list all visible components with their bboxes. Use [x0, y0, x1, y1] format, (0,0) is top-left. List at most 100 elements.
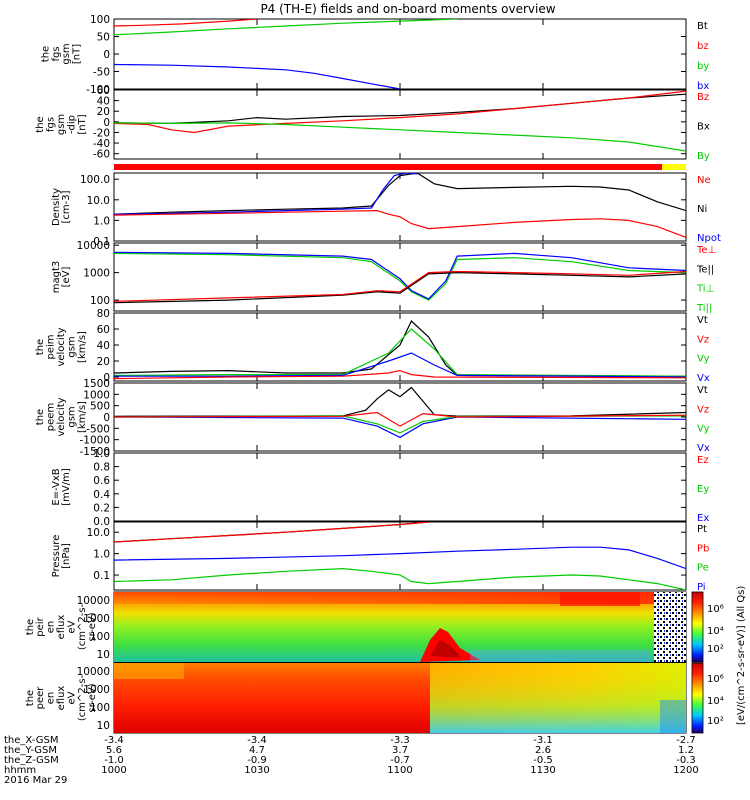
- footer-value: 5.6: [106, 745, 122, 756]
- y-axis-label: gsm: [56, 114, 67, 135]
- footer-value: -0.5: [533, 755, 553, 766]
- y-tick-label: 1500: [83, 378, 110, 390]
- legend-entry: Vy: [697, 424, 710, 435]
- footer-row-label: the_Y-GSM: [4, 745, 57, 756]
- y-axis-label: [km/s]: [77, 401, 88, 433]
- colorbar-tick: 10⁶: [707, 674, 724, 685]
- y-axis-label: sr-eV): [87, 683, 98, 712]
- y-tick-label: 1.0: [93, 448, 110, 460]
- y-axis-label: (cm^2-s-: [77, 674, 88, 721]
- panel-fgs_gsm_full: 100 50 0 -50 -100 the fgs gsm [nT] Bt bz by bx: [40, 14, 709, 96]
- footer-value: 1100: [387, 765, 412, 776]
- y-tick-label: 1000: [83, 268, 110, 280]
- y-tick-label: 20: [97, 106, 110, 118]
- y-axis-label: [cm-3]: [61, 190, 72, 223]
- footer-value: 3.7: [392, 745, 408, 756]
- y-tick-label: 0.8: [93, 462, 110, 474]
- mode-bar-yellow: [662, 164, 686, 170]
- y-axis-label: gsm: [66, 406, 77, 427]
- y-axis-label: the: [25, 619, 36, 635]
- legend-entry: by: [697, 61, 709, 72]
- y-axis-label: the: [40, 46, 51, 62]
- page-title: P4 (TH-E) fields and on-board moments ov…: [260, 2, 555, 16]
- legend-entry: bx: [697, 81, 709, 92]
- series-Vy: [114, 328, 686, 377]
- legend-entry: Vx: [697, 373, 710, 384]
- legend-entry: Ti⊥: [696, 284, 714, 295]
- y-axis-label: magt3: [51, 261, 62, 294]
- y-tick-label: -1500: [79, 446, 110, 458]
- y-tick-label: 40: [97, 96, 110, 108]
- y-tick-label: 60: [97, 85, 110, 97]
- y-axis-label: fgs: [51, 46, 62, 61]
- y-tick-label: 10000: [77, 595, 110, 607]
- y-tick-label: 0.6: [93, 475, 110, 487]
- legend-entry: Vz: [697, 404, 709, 415]
- series-bz: [114, 19, 258, 27]
- y-axis-label: eV: [66, 691, 77, 704]
- y-tick-label: 0: [103, 49, 110, 61]
- legend-entry: Vx: [697, 443, 710, 454]
- y-tick-label: 10.0: [87, 195, 110, 207]
- legend-entry: Ez: [697, 455, 709, 466]
- colorbar-peir: 10⁶ 10⁴ 10²: [691, 591, 724, 663]
- y-axis-label: peem: [46, 403, 57, 431]
- footer-value: -3.4: [247, 735, 267, 746]
- legend-entry: Vt: [697, 385, 708, 396]
- y-axis-label: Density: [51, 188, 62, 226]
- y-tick-label: -100: [86, 84, 110, 96]
- footer-value: -3.3: [390, 735, 410, 746]
- legend-entry: Vz: [697, 334, 709, 345]
- y-axis-label: fgs: [46, 117, 57, 132]
- y-tick-label: 1000: [83, 684, 110, 696]
- y-tick-label: 100: [90, 631, 110, 643]
- legend-entry: Pb: [697, 543, 709, 554]
- y-tick-label: 10.0: [87, 527, 110, 539]
- footer-value: -0.7: [390, 755, 410, 766]
- y-axis-label: E=-VxB: [51, 468, 62, 505]
- panel-frame: [113, 172, 687, 242]
- y-tick-label: 0: [103, 412, 110, 424]
- footer-row-label: hhmm: [4, 765, 36, 776]
- panel-density: 100.0 10.0 1.0 0.1 Density [cm-3] Ne Ni Npot: [51, 172, 721, 248]
- series-bx: [114, 63, 401, 89]
- legend-entry: Vt: [697, 315, 708, 326]
- y-axis-label: [km/s]: [77, 331, 88, 363]
- y-axis-label: eV: [66, 620, 77, 633]
- legend-entry: Te⊥: [696, 245, 716, 256]
- series-Pi: [114, 546, 686, 570]
- legend-entry: Bz: [697, 92, 709, 103]
- legend-entry: By: [697, 151, 710, 162]
- panel-frame: [113, 521, 687, 591]
- colorbar-label: [eV/(cm^2-s-sr-eV)] (All Qs): [736, 586, 747, 725]
- y-tick-label: 0.0: [93, 516, 110, 528]
- y-tick-label: 60: [97, 324, 110, 336]
- legend-entry: Vy: [697, 354, 710, 365]
- y-tick-label: 1.0: [93, 549, 110, 561]
- legend-entry: Pi: [697, 582, 706, 593]
- footer-value: 1130: [530, 765, 555, 776]
- legend-entry: Ne: [697, 175, 711, 186]
- y-axis-label: peim: [46, 334, 57, 359]
- footer-value: -2.7: [676, 735, 696, 746]
- panel-peim_velocity: 80 60 40 20 0 the peim velocity gsm [km/s] Vt Vz Vy V…: [35, 308, 710, 384]
- y-tick-label: 100: [90, 702, 110, 714]
- footer-value: -0.3: [676, 755, 696, 766]
- y-tick-label: -60: [93, 149, 110, 161]
- y-axis-label: (cm^2-s-: [77, 603, 88, 650]
- series-By: [114, 122, 686, 152]
- y-tick-label: -40: [93, 138, 110, 150]
- y-tick-label: 0.2: [93, 502, 110, 514]
- y-axis-label: [nT]: [77, 114, 88, 134]
- y-axis-label: gsm: [61, 43, 72, 64]
- panel-frame: [113, 18, 687, 90]
- y-tick-label: 0.1: [93, 570, 110, 582]
- legend-entry: Ey: [697, 484, 709, 495]
- series-by: [114, 19, 458, 36]
- y-axis-label: en: [46, 621, 57, 634]
- series-Ne: [114, 209, 686, 238]
- series-Vt: [114, 320, 686, 377]
